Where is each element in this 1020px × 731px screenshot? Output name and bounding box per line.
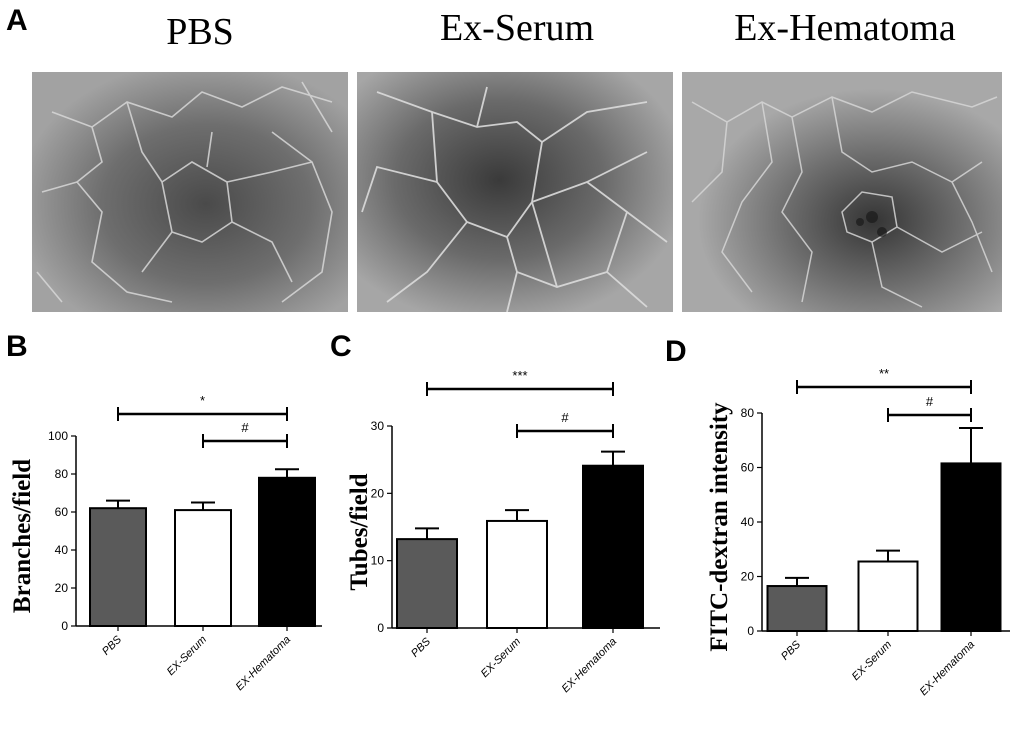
image-title-ex-hematoma: Ex-Hematoma — [734, 7, 956, 49]
y-tick-label: 40 — [741, 515, 755, 529]
x-tick-label: EX-Hematoma — [918, 639, 977, 698]
x-tick-label: EX-Serum — [479, 636, 523, 680]
chart-branches: 0 20 40 60 80 100 Branches/field PBS EX-Serum EX-… — [9, 393, 322, 693]
y-tick-label: 60 — [55, 505, 69, 519]
micrograph-ex-hematoma — [682, 72, 1002, 312]
chart-tubes: 0 10 20 30 Tubes/field PBS EX-Serum EX-Hematoma… — [346, 368, 660, 695]
bar-ex-serum — [486, 519, 548, 629]
micrograph-ex-serum — [357, 72, 673, 312]
x-tick-label: PBS — [779, 638, 804, 663]
bar-ex-hematoma — [258, 476, 316, 627]
x-tick-label: EX-Hematoma — [560, 636, 619, 695]
x-tick-label: PBS — [100, 633, 125, 658]
panel-label-b: B — [6, 330, 28, 363]
y-tick-label: 60 — [741, 461, 755, 475]
y-tick-label: 80 — [741, 406, 755, 420]
y-axis-title: Tubes/field — [346, 473, 373, 590]
significance-label: *** — [512, 368, 527, 383]
bar-ex-hematoma — [940, 462, 1002, 632]
significance-label: * — [200, 393, 205, 408]
image-title-pbs: PBS — [166, 11, 234, 53]
bar-ex-serum — [857, 560, 919, 633]
y-tick-label: 100 — [48, 429, 68, 443]
micrograph-pbs — [32, 72, 348, 312]
bar-pbs — [396, 538, 458, 629]
x-tick-label: EX-Hematoma — [234, 634, 293, 693]
panel-label-a: A — [6, 4, 28, 37]
panel-label-c: C — [330, 330, 352, 363]
y-tick-label: 20 — [55, 581, 69, 595]
y-tick-label: 40 — [55, 543, 69, 557]
image-title-ex-serum: Ex-Serum — [439, 7, 595, 49]
panel-label-d: D — [665, 335, 687, 368]
y-axis-title: FITC-dextran intensity — [706, 402, 733, 652]
significance-label: # — [241, 420, 249, 435]
bar-ex-serum — [174, 509, 232, 628]
y-tick-label: 20 — [741, 570, 755, 584]
significance-label: ** — [879, 366, 889, 381]
y-tick-label: 0 — [747, 624, 754, 638]
y-tick-label: 0 — [377, 621, 384, 635]
x-tick-label: EX-Serum — [165, 634, 209, 678]
y-axis-title: Branches/field — [9, 459, 36, 613]
y-tick-label: 30 — [371, 419, 385, 433]
x-tick-label: PBS — [409, 635, 434, 660]
bar-pbs — [89, 507, 147, 628]
significance-label: # — [561, 410, 569, 425]
bar-ex-hematoma — [582, 464, 644, 629]
chart-fitc: 0 20 40 60 80 FITC-dextran intensity PBS EX-Ser… — [706, 366, 1010, 698]
bar-pbs — [766, 585, 828, 632]
y-tick-label: 20 — [371, 486, 385, 500]
x-tick-label: EX-Serum — [850, 639, 894, 683]
significance-label: # — [926, 394, 934, 409]
y-tick-label: 0 — [61, 619, 68, 633]
y-tick-label: 10 — [371, 554, 385, 568]
y-tick-label: 80 — [55, 467, 69, 481]
